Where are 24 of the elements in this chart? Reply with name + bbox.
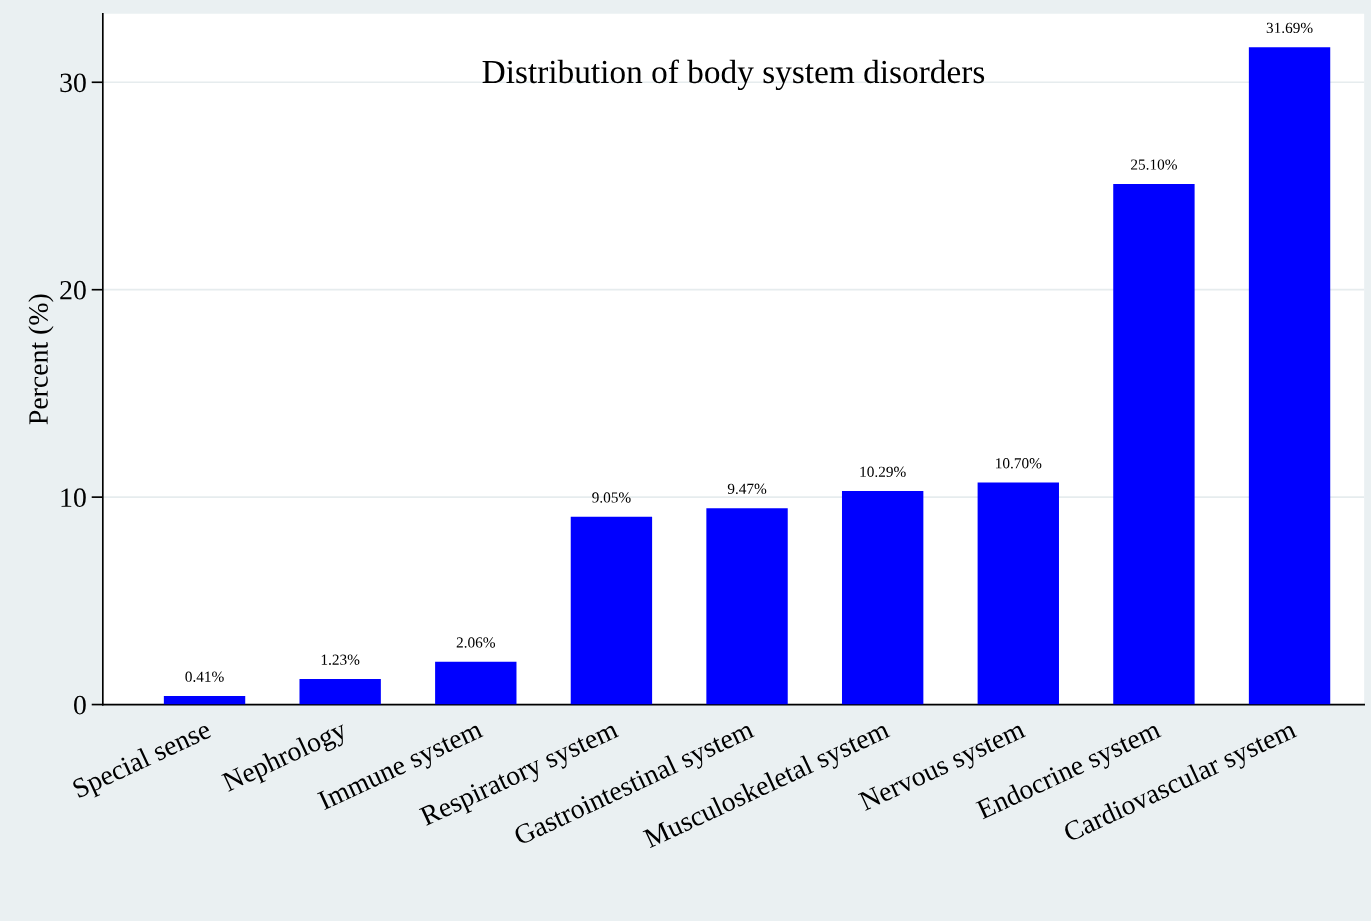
bar <box>163 696 246 705</box>
data-label: 31.69% <box>1266 22 1313 34</box>
data-label: 9.47% <box>727 483 767 494</box>
bar <box>570 516 653 705</box>
bar <box>1113 183 1195 705</box>
y-tick-label: 30 <box>60 73 86 93</box>
y-tick-label: 20 <box>60 280 86 300</box>
data-label: 10.70% <box>996 458 1042 469</box>
bar <box>299 679 381 705</box>
bar <box>706 508 788 705</box>
data-label: 9.05% <box>592 492 631 503</box>
text: Distribution of body system disorders <box>482 59 985 91</box>
y-tick-label: 0 <box>74 695 86 715</box>
data-label: 25.10% <box>1131 159 1177 170</box>
bar <box>1248 47 1331 705</box>
data-label: 0.41% <box>185 671 224 682</box>
bar <box>977 482 1059 705</box>
y-tick-label: 10 <box>61 488 86 508</box>
bar <box>435 661 517 705</box>
y-axis-title: Percent (%) <box>28 294 54 425</box>
data-label: 10.29% <box>860 466 906 477</box>
bar <box>841 491 924 705</box>
data-label: 1.23% <box>321 654 360 665</box>
data-label: 2.06% <box>456 637 496 648</box>
